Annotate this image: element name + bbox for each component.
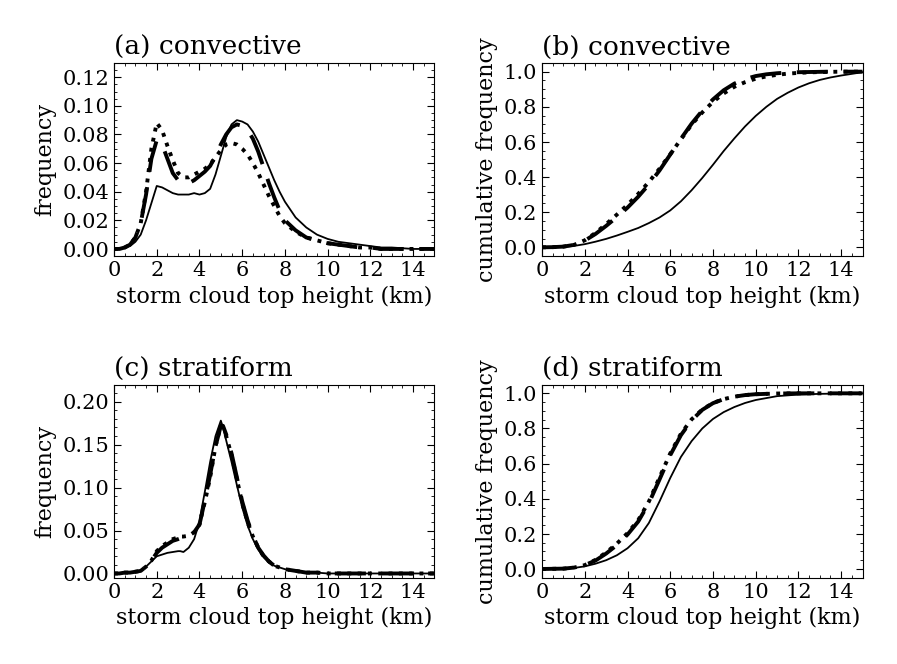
X-axis label: storm cloud top height (km): storm cloud top height (km)	[116, 607, 432, 629]
Y-axis label: cumulative frequency: cumulative frequency	[476, 359, 498, 604]
Text: (a) convective: (a) convective	[114, 35, 301, 60]
Y-axis label: frequency: frequency	[35, 103, 57, 216]
X-axis label: storm cloud top height (km): storm cloud top height (km)	[544, 286, 860, 307]
Y-axis label: cumulative frequency: cumulative frequency	[476, 37, 498, 282]
Text: (b) convective: (b) convective	[542, 35, 731, 60]
Text: (d) stratiform: (d) stratiform	[542, 357, 723, 381]
Y-axis label: frequency: frequency	[35, 425, 57, 538]
X-axis label: storm cloud top height (km): storm cloud top height (km)	[544, 607, 860, 629]
X-axis label: storm cloud top height (km): storm cloud top height (km)	[116, 286, 432, 307]
Text: (c) stratiform: (c) stratiform	[114, 357, 292, 381]
